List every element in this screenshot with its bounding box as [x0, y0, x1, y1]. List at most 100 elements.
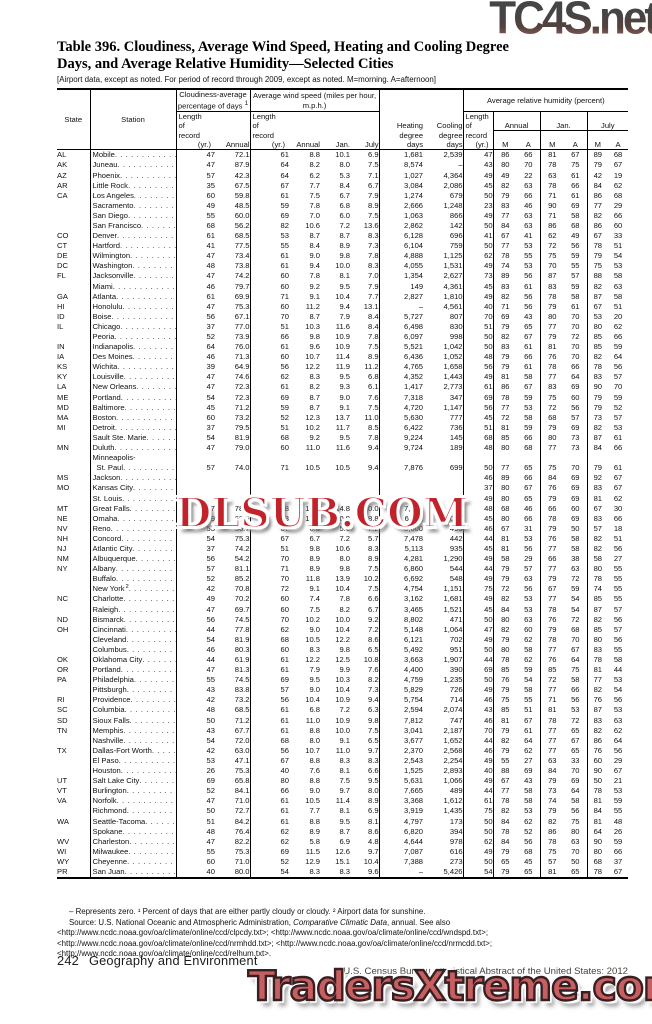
leader-dots [123, 726, 175, 736]
value-cell: 9.4 [367, 443, 379, 453]
value-cell: 70 [249, 311, 289, 322]
value-cell: 1,066 [443, 776, 463, 786]
value-cell: 49 [462, 210, 494, 221]
value-cell: 60 [249, 281, 289, 292]
table-row: GAAtlanta6169.9719.110.47.72,8271,810498… [57, 291, 628, 302]
value-cell: 49 [462, 574, 494, 585]
value-cell: 11.2 [305, 301, 320, 311]
value-cell: 77 [492, 210, 518, 221]
leader-dots [125, 867, 176, 877]
value-cell: 951 [449, 644, 463, 654]
station-cell: Reno [89, 523, 176, 534]
value-cell: 61 [524, 362, 533, 372]
url-line-3: <http://www.ncdc.noaa.gov/oa/climate/onl… [57, 949, 272, 959]
value-cell: 67 [249, 180, 289, 191]
value-cell: 1,354 [378, 271, 424, 282]
value-cell: 84 [492, 816, 518, 827]
value-cell: 58 [571, 210, 580, 220]
value-cell: 79 [492, 574, 518, 585]
table-row: NE Omaha49 69.673 10.5 10.9 8.86,311 1,0954580… [57, 513, 628, 524]
footnote-marker: 2 [125, 584, 129, 591]
value-cell: 978 [449, 836, 463, 846]
value-cell: 69.7 [234, 604, 250, 614]
value-cell: 81 [492, 533, 518, 544]
leader-dots [116, 564, 176, 574]
value-cell: 70.8 [234, 584, 250, 594]
value-cell: 49 [462, 846, 494, 857]
value-cell: 78 [586, 574, 609, 585]
value-cell: 75 [539, 453, 565, 474]
value-cell: 80 [586, 321, 609, 332]
value-cell: 70 [571, 766, 580, 776]
value-cell: 9.5 [339, 281, 350, 291]
value-cell: 75 [539, 251, 565, 262]
value-cell: 53 [613, 786, 623, 796]
value-cell: 66 [524, 473, 533, 483]
value-cell: 11.0 [305, 443, 320, 453]
station-cell: Norfolk [89, 796, 176, 807]
station-cell: Dallas-Fort Worth [89, 745, 176, 756]
value-cell: 8.6 [367, 826, 379, 836]
station-cell: St. Louis [89, 493, 176, 504]
value-cell: 72 [539, 402, 565, 413]
value-cell: 90 [586, 836, 609, 847]
value-cell: 47 [175, 836, 215, 847]
value-cell: 53 [613, 422, 623, 432]
leader-dots [114, 443, 175, 453]
value-cell: 61 [175, 291, 215, 302]
value-cell: 77 [586, 200, 609, 211]
value-cell: 13.6 [363, 220, 379, 230]
value-cell: 8.3 [367, 543, 379, 553]
value-cell: 79 [492, 725, 518, 736]
value-cell: 11.4 [335, 796, 350, 806]
page-footer: 242 Geography and Environment [57, 953, 258, 968]
leader-dots [118, 605, 175, 615]
value-cell: 79 [539, 574, 565, 585]
value-cell: 8.3 [367, 755, 379, 765]
leader-dots [115, 150, 176, 160]
table-row: Miami4679.7609.29.57.91494,3614583618359… [57, 281, 628, 292]
value-cell: 1,521 [443, 604, 463, 614]
value-cell: 72 [571, 332, 580, 341]
value-cell: 471 [449, 614, 463, 624]
value-cell: 73.8 [234, 261, 250, 271]
value-cell: 493 [449, 523, 463, 533]
value-cell: 85 [586, 342, 609, 353]
value-cell: 80 [539, 432, 565, 444]
value-cell: 61 [249, 251, 289, 262]
value-cell: 26 [613, 826, 623, 836]
value-cell: 72 [492, 584, 518, 595]
value-cell: 47 [175, 382, 215, 393]
value-cell: 8.7 [309, 311, 320, 321]
station-cell: Mobile [89, 149, 176, 161]
value-cell: 15.1 [335, 856, 350, 866]
value-cell: 43 [524, 776, 533, 786]
value-cell: 7.2 [367, 523, 379, 533]
value-cell: 81.9 [234, 432, 250, 442]
state-cell: AL [57, 150, 67, 160]
value-cell: 81 [539, 866, 565, 879]
value-cell: 66 [524, 190, 533, 200]
table-row: TNMemphis4367.7618.810.07.53,0412,187707… [57, 725, 628, 736]
value-cell: 9.3 [339, 382, 350, 392]
value-cell: 54 [175, 392, 215, 403]
value-cell: 83 [539, 382, 565, 393]
value-cell: 47 [462, 149, 494, 161]
value-cell [378, 493, 424, 504]
table-row: Pittsburgh43 83.857 9.0 10.4 7.35,829 7264979… [57, 685, 628, 696]
value-cell: 47 [175, 665, 215, 676]
value-cell: 40 [175, 866, 215, 879]
value-cell: 79 [492, 846, 518, 857]
value-cell: 73 [249, 513, 289, 524]
value-cell: 10.6 [305, 220, 320, 230]
value-cell: 75.3 [234, 846, 250, 856]
value-cell: 48 [462, 503, 494, 514]
table-row: IDBoise5667.1708.77.98.45,72780770694380… [57, 311, 628, 322]
value-cell: 12.3 [305, 412, 320, 422]
value-cell: 49 [462, 634, 494, 645]
value-cell: 10.0 [363, 503, 379, 513]
value-cell: 777 [449, 412, 463, 422]
value-cell: 63 [524, 614, 533, 624]
